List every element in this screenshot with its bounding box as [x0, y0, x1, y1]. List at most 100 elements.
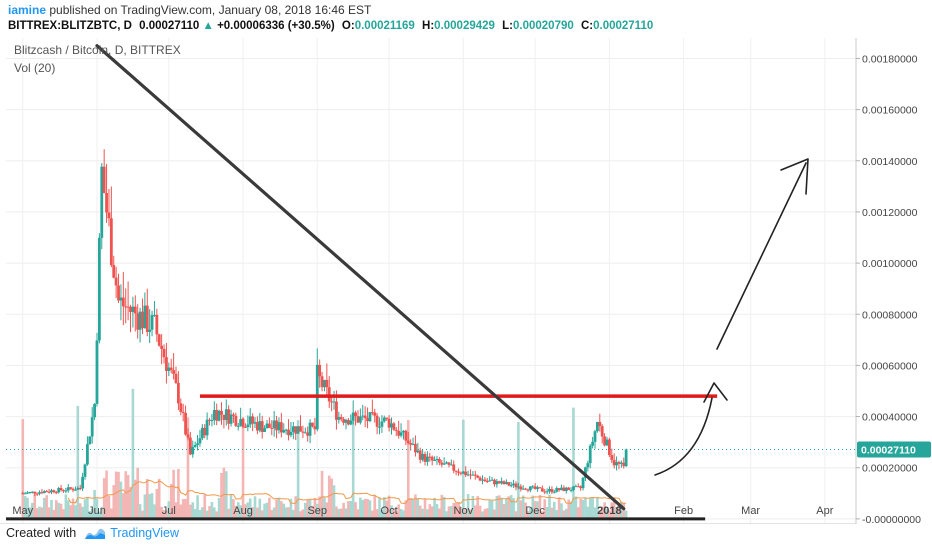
candle-body — [605, 439, 609, 446]
volume-bar — [155, 489, 159, 519]
candle-body — [495, 481, 499, 485]
volume-bar — [397, 504, 400, 519]
volume-bar — [557, 497, 561, 519]
candle-body — [246, 424, 250, 428]
candle-body — [59, 488, 63, 491]
candle-body — [172, 370, 176, 374]
candle-body — [610, 455, 614, 460]
volume-bar — [380, 509, 384, 519]
candle-body — [481, 479, 484, 481]
candle-body — [188, 437, 192, 455]
volume-bar — [224, 471, 228, 519]
candle-body — [581, 477, 585, 489]
last-price: 0.00027110 — [139, 20, 200, 32]
volume-bar — [208, 506, 211, 519]
volume-bar — [124, 471, 128, 519]
volume-bar — [428, 504, 432, 519]
candle-body — [40, 492, 44, 494]
volume-bar — [263, 503, 266, 519]
candle-body — [478, 477, 482, 481]
volume-bar — [550, 507, 554, 519]
volume-bar — [251, 507, 254, 519]
volume-bar — [330, 478, 333, 519]
tradingview-brand[interactable]: TradingView — [110, 526, 179, 540]
volume-bar — [457, 501, 460, 519]
volume-bar — [375, 509, 379, 519]
candle-body — [603, 436, 606, 446]
volume-bar — [416, 498, 420, 519]
y-axis: 0.00180000 0.00160000 0.00140000 0.00120000… — [855, 38, 931, 524]
candle-body — [212, 409, 216, 421]
candle-body — [332, 401, 336, 403]
volume-bar — [122, 493, 125, 519]
volume-bar — [143, 494, 147, 519]
volume-bar — [608, 510, 611, 519]
volume-bar — [555, 510, 559, 519]
plot-background — [0, 38, 856, 524]
volume-bar — [325, 502, 329, 519]
volume-bar — [366, 499, 369, 519]
volume-bar — [600, 506, 604, 519]
candle-body — [339, 417, 343, 420]
candle-body — [117, 285, 120, 301]
candle-body — [88, 436, 92, 445]
candle-body — [45, 491, 49, 493]
candle-body — [179, 403, 183, 412]
volume-bar — [311, 505, 314, 519]
candle-body — [35, 493, 39, 495]
large-arrow-icon — [716, 158, 809, 350]
volume-bar — [476, 496, 479, 519]
volume-bar — [426, 509, 429, 519]
candle-body — [244, 426, 247, 428]
volume-bar — [253, 496, 257, 519]
candle-body — [540, 488, 544, 492]
volume-bar — [23, 496, 27, 519]
volume-bar — [83, 499, 87, 519]
volume-bar — [162, 510, 166, 519]
price-chart[interactable]: May Jun Jul Aug Sep Oct Nov Dec 2018 Feb Mar Apr 0.… — [0, 38, 932, 524]
volume-bar — [181, 499, 185, 519]
footer: Created with TradingView — [6, 526, 179, 540]
volume-bar — [337, 508, 341, 519]
volume-bar — [404, 500, 408, 519]
volume-bar — [244, 504, 247, 519]
volume-bar — [327, 475, 331, 519]
candle-body — [375, 415, 379, 427]
y-tick-label: 0.00060000 — [862, 360, 918, 372]
volume-bar — [222, 467, 226, 519]
candle-body — [64, 490, 68, 492]
volume-bar — [268, 497, 271, 519]
candle-body — [617, 462, 621, 464]
volume-bar — [203, 494, 207, 519]
candle-body — [296, 426, 300, 434]
candle-body — [272, 420, 276, 429]
candle-body — [354, 412, 357, 417]
volume-bar — [148, 494, 151, 519]
x-tick-label: Aug — [233, 505, 253, 517]
y-tick-label: -0.00000000 — [862, 514, 921, 524]
volume-bar — [574, 496, 578, 519]
candle-body — [196, 443, 199, 445]
volume-bar — [569, 501, 573, 519]
candle-body — [232, 414, 235, 416]
candle-body — [210, 420, 214, 422]
volume-bar — [596, 496, 599, 519]
candle-body — [442, 463, 446, 465]
candle-body — [215, 409, 219, 421]
volume-bar — [76, 405, 80, 519]
volume-bar — [421, 508, 424, 519]
x-tick-label: 2018 — [597, 505, 621, 517]
volume-bar — [50, 500, 53, 519]
author-name[interactable]: iamine — [8, 3, 47, 17]
volume-bar — [371, 510, 374, 519]
volume-bar — [588, 498, 592, 519]
candle-body — [356, 416, 360, 423]
low-value: 0.00020790 — [513, 20, 574, 32]
candle-body — [435, 458, 439, 461]
x-tick-label: Mar — [741, 505, 760, 517]
volume-bar — [560, 503, 563, 519]
volume-bar — [409, 498, 412, 519]
candle-body — [509, 485, 513, 487]
candle-body — [457, 471, 460, 473]
candle-body — [234, 415, 238, 426]
